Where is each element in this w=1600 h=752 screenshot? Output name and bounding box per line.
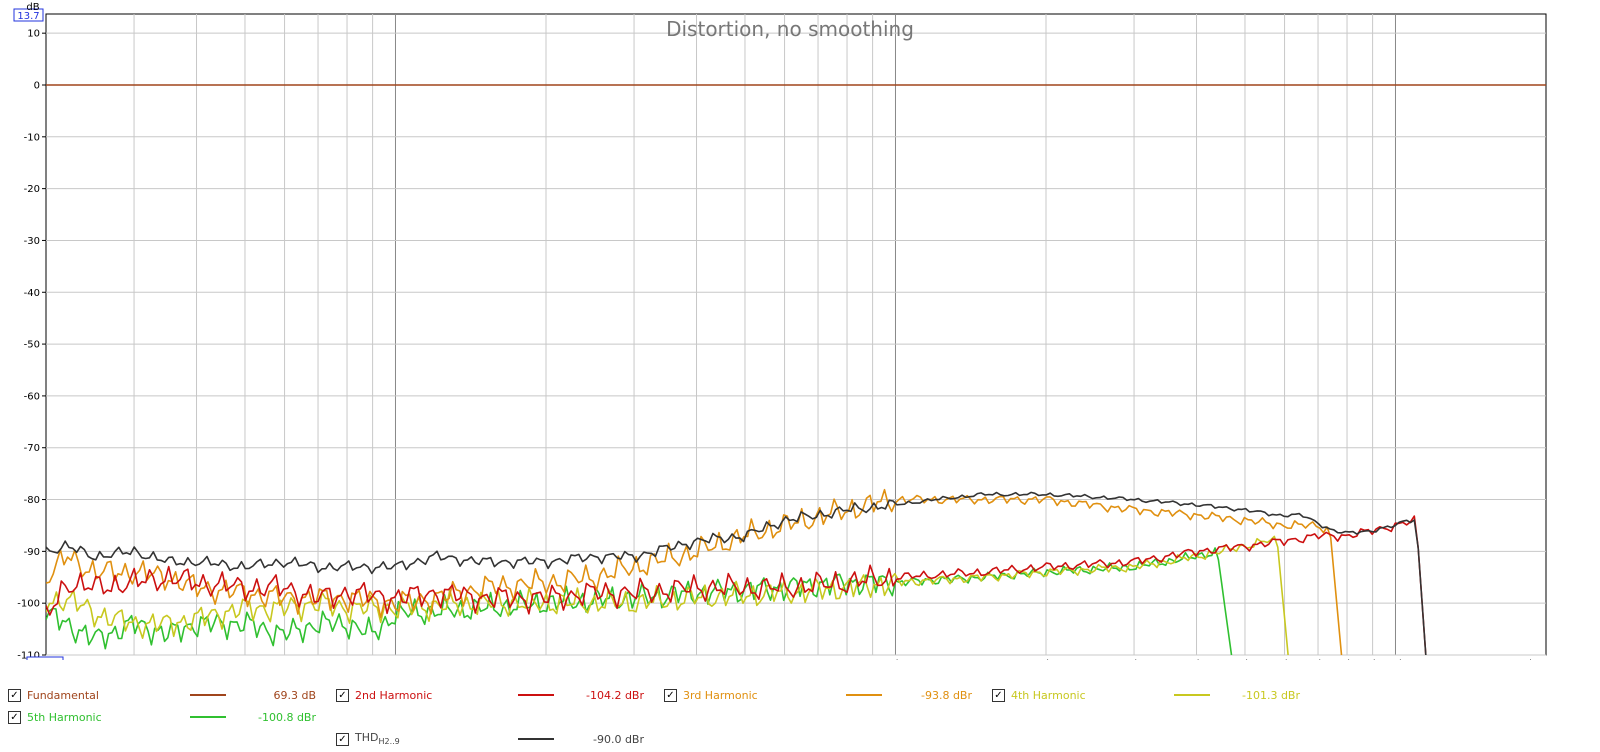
series-line-3rd-harmonic <box>46 488 1343 655</box>
series-line-4th-harmonic <box>46 535 1289 655</box>
x-tick-label: 9k <box>1367 659 1379 660</box>
distortion-chart: 3040506070809010020030040050060070080090… <box>13 2 1548 661</box>
legend-label-thd: THDH2..9 <box>355 731 515 746</box>
series-line-thd <box>46 491 1427 655</box>
h5-checkbox[interactable]: ✓ <box>8 710 21 724</box>
x-tick-label: 600 <box>775 659 794 660</box>
legend-label-h5: 5th Harmonic <box>27 710 102 724</box>
legend-value-thd: -90.0 dBr <box>592 732 644 746</box>
legend-swatch-h5 <box>190 716 226 718</box>
plot-area <box>45 13 1547 656</box>
x-tick-label: 70 <box>312 659 325 660</box>
h3-checkbox[interactable]: ✓ <box>664 688 677 702</box>
x-tick-label: 500 <box>735 659 754 660</box>
x-tick-label: 60 <box>278 659 291 660</box>
legend-swatch-h2-group: -104.2 dBr <box>518 687 644 703</box>
legend-swatch-fundamental-group: 69.3 dB <box>190 687 316 703</box>
x-tick-label: 200 <box>536 659 555 660</box>
y-tick-label: -30 <box>24 236 40 247</box>
y-tick-label: -50 <box>24 340 40 351</box>
legend-swatch-thd <box>518 738 554 740</box>
y-tick-label: -20 <box>24 184 40 195</box>
x-tick-label: 300 <box>624 659 643 660</box>
legend-swatch-h3 <box>846 694 882 696</box>
thd-checkbox[interactable]: ✓ <box>336 732 349 746</box>
y-tick-label: -70 <box>24 443 40 454</box>
legend-item-h5: ✓ 5th Harmonic <box>8 709 187 725</box>
thd-name: THD <box>355 731 379 745</box>
h4-checkbox[interactable]: ✓ <box>992 688 1005 702</box>
y-axis-label: dB <box>26 2 39 13</box>
x-tick-label: 1k <box>889 659 901 660</box>
chart-title: Distortion, no smoothing <box>666 17 914 41</box>
x-tick-label: 6k <box>1278 659 1290 660</box>
legend-label-h2: 2nd Harmonic <box>355 688 433 702</box>
legend-value-h2: -104.2 dBr <box>585 688 644 702</box>
legend-swatch-h4 <box>1174 694 1210 696</box>
y-tick-label: 10 <box>27 29 40 40</box>
series-lines <box>46 84 1546 655</box>
fundamental-checkbox[interactable]: ✓ <box>8 688 21 702</box>
legend-item-h3: ✓ 3rd Harmonic <box>664 687 843 703</box>
legend-label-h3: 3rd Harmonic <box>683 688 758 702</box>
x-tick-label: 50 <box>239 659 252 660</box>
x-min-readout[interactable]: 20.00 <box>26 656 64 660</box>
x-tick-label: 100 <box>386 659 405 660</box>
x-tick-label: 90 <box>366 659 379 660</box>
x-tick-label: 5k <box>1239 659 1251 660</box>
legend-swatch-h4-group: -101.3 dBr <box>1174 687 1300 703</box>
legend-item-h2: ✓ 2nd Harmonic <box>336 687 515 703</box>
x-min-readout-text: 20.00 <box>31 659 60 660</box>
legend-swatch-h5-group: -100.8 dBr <box>190 709 316 725</box>
x-tick-label: 400 <box>687 659 706 660</box>
h2-checkbox[interactable]: ✓ <box>336 688 349 702</box>
y-tick-label: -100 <box>17 599 40 610</box>
legend-item-h4: ✓ 4th Harmonic <box>992 687 1171 703</box>
y-tick-label: -40 <box>24 288 40 299</box>
legend-swatch-h3-group: -93.8 dBr <box>846 687 972 703</box>
x-tick-label: 900 <box>863 659 882 660</box>
series-line-2nd-harmonic <box>46 515 1427 655</box>
x-tick-label: 80 <box>341 659 354 660</box>
grid <box>45 13 1547 656</box>
y-tick-label: -110 <box>17 651 40 661</box>
axes: 3040506070809010020030040050060070080090… <box>13 8 1548 661</box>
legend-value-h5: -100.8 dBr <box>257 710 316 724</box>
x-tick-label: 4k <box>1190 659 1202 660</box>
y-tick-label: 0 <box>34 80 40 91</box>
y-max-readout-text: 13.7 <box>17 11 39 22</box>
x-tick-label: 40 <box>190 659 203 660</box>
legend-swatch-h2 <box>518 694 554 696</box>
x-tick-label: 10k <box>1386 659 1405 660</box>
thd-subscript: H2..9 <box>378 737 400 747</box>
x-tick-label: 8k <box>1341 659 1353 660</box>
legend-item-fundamental: ✓ Fundamental <box>8 687 187 703</box>
y-max-readout[interactable]: 13.7 <box>13 8 44 22</box>
y-tick-label: -90 <box>24 547 40 558</box>
x-tick-label: 7k <box>1312 659 1324 660</box>
legend-item-thd: ✓ THDH2..9 <box>336 731 515 747</box>
x-tick-label: 2k <box>1040 659 1052 660</box>
y-tick-label: -10 <box>24 132 40 143</box>
legend-swatch-fundamental <box>190 694 226 696</box>
x-tick-label: 20kHz <box>1516 659 1547 660</box>
legend-value-h3: -93.8 dBr <box>920 688 972 702</box>
y-tick-label: -80 <box>24 495 40 506</box>
y-tick-label: -60 <box>24 391 40 402</box>
legend-swatch-thd-group: -90.0 dBr <box>518 731 644 747</box>
legend-label-fundamental: Fundamental <box>27 688 99 702</box>
x-tick-label: 3k <box>1128 659 1140 660</box>
x-tick-label: 800 <box>837 659 856 660</box>
legend-value-h4: -101.3 dBr <box>1241 688 1300 702</box>
x-tick-label: 700 <box>808 659 827 660</box>
legend-label-h4: 4th Harmonic <box>1011 688 1086 702</box>
legend-value-fundamental: 69.3 dB <box>273 688 316 702</box>
x-tick-label: 30 <box>128 659 141 660</box>
